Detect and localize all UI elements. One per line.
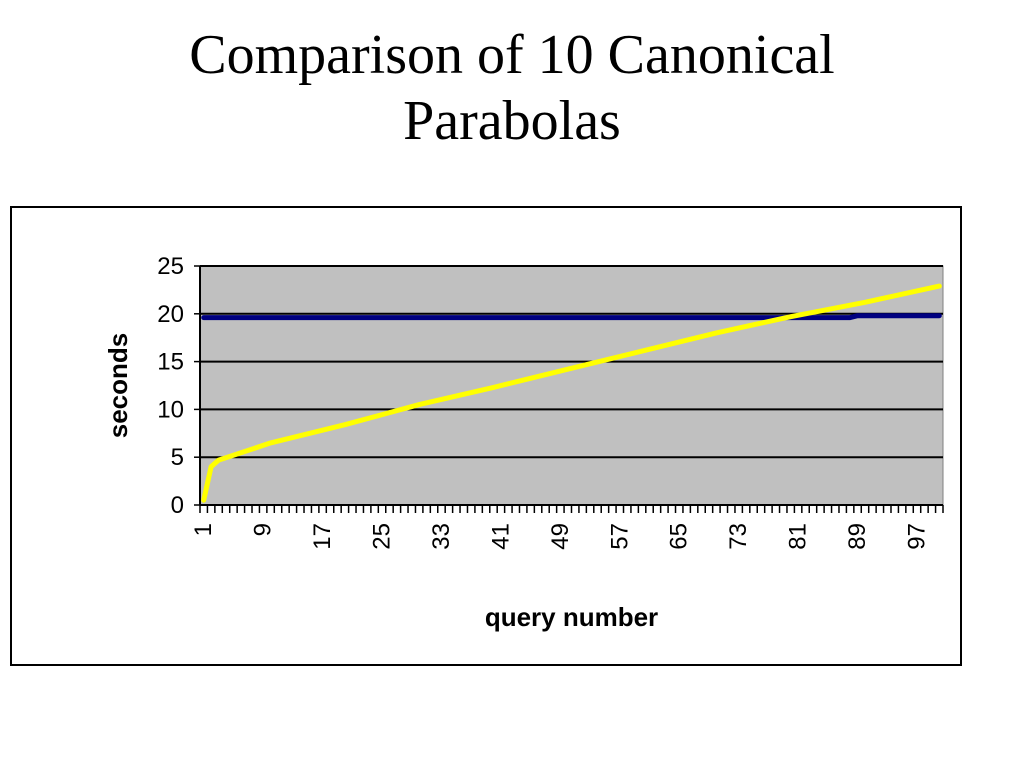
- x-tick-label: 1: [190, 523, 217, 536]
- x-tick-label: 89: [844, 523, 871, 550]
- x-tick-label: 9: [250, 523, 277, 536]
- x-tick-label: 41: [487, 523, 514, 550]
- y-tick-label: 25: [157, 253, 184, 280]
- y-tick-label: 10: [157, 396, 184, 423]
- y-tick-label: 15: [157, 349, 184, 376]
- plot-area: [199, 265, 944, 506]
- y-tick-label: 20: [157, 301, 184, 328]
- series-line-2: [201, 283, 942, 503]
- slide-title: Comparison of 10 Canonical Parabolas: [0, 22, 1024, 154]
- chart-frame: 0 5 10 15 20 25 1 9 17 25 33 41 49 57 65 73 81 89 97 query …: [10, 206, 962, 666]
- line-chart: 0 5 10 15 20 25 1 9 17 25 33 41 49 57 65 73 81 89 97 query …: [103, 253, 944, 632]
- x-tick-label: 49: [547, 523, 574, 550]
- y-tick-label: 0: [171, 492, 184, 519]
- series-line-1: [201, 313, 942, 321]
- x-tick-label: 57: [606, 523, 633, 550]
- title-line-1: Comparison of 10 Canonical: [189, 24, 835, 86]
- x-tick-label: 65: [666, 523, 693, 550]
- x-tick-label: 25: [369, 523, 396, 550]
- x-tick-label: 17: [309, 523, 336, 550]
- x-tick-label: 33: [428, 523, 455, 550]
- y-tick-label: 5: [171, 444, 184, 471]
- x-axis-title: query number: [485, 602, 658, 632]
- x-tick-label: 97: [903, 523, 930, 550]
- x-tick-label: 81: [785, 523, 812, 550]
- y-axis-title: seconds: [103, 333, 133, 439]
- x-tick-label: 73: [725, 523, 752, 550]
- title-line-2: Parabolas: [403, 90, 621, 152]
